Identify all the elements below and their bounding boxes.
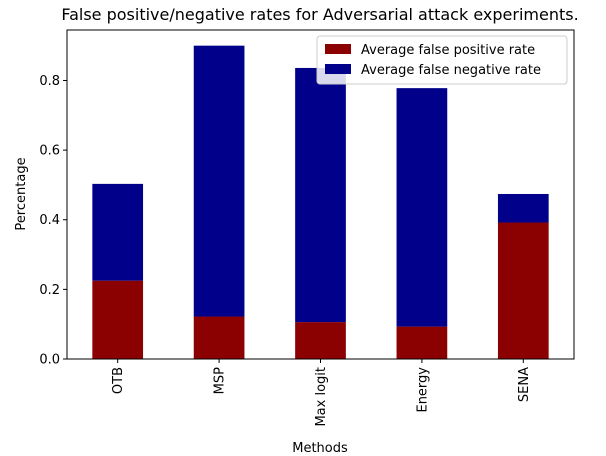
plot-frame [66, 29, 575, 360]
x-tick-label-otb: OTB [111, 367, 126, 394]
bars-group [92, 45, 549, 359]
chart-title: False positive/negative rates for Advers… [61, 5, 578, 24]
bar-energy-false-positive [396, 326, 448, 359]
x-tick-label-energy: Energy [415, 367, 430, 413]
bar-msp-false-positive [193, 316, 245, 359]
bar-sena-false-negative [497, 193, 549, 223]
y-tick-label: 0.6 [39, 144, 60, 159]
legend-swatch-average-false-negative-rate [325, 64, 351, 74]
bar-otb-false-positive [92, 280, 144, 359]
y-axis: 0.0 0.2 0.4 0.6 0.8 [39, 74, 67, 368]
x-axis: OTB MSP Max logit Energy SENA [111, 359, 532, 427]
x-tick-label-msp: MSP [213, 367, 228, 394]
bar-max-logit-false-negative [295, 67, 346, 323]
bar-max-logit-false-positive [295, 322, 346, 359]
legend-label-average-false-negative-rate: Average false negative rate [361, 63, 541, 78]
y-tick-label: 0.0 [39, 353, 60, 368]
legend-swatch-average-false-positive-rate [325, 44, 351, 54]
x-tick-label-sena: SENA [517, 367, 532, 402]
legend-box [316, 35, 568, 85]
y-tick-label: 0.4 [39, 213, 60, 228]
y-axis-label: Percentage [14, 157, 29, 230]
bar-sena-false-positive [497, 222, 549, 359]
y-tick-label: 0.2 [39, 283, 60, 298]
bar-otb-false-negative [92, 183, 144, 281]
bar-msp-false-negative [193, 45, 245, 317]
legend: Average false positive rate Average false… [316, 35, 568, 85]
y-tick-label: 0.8 [39, 74, 60, 89]
x-tick-label-max-logit: Max logit [314, 367, 329, 427]
legend-label-average-false-positive-rate: Average false positive rate [361, 43, 535, 58]
x-axis-label: Methods [292, 441, 348, 456]
bar-energy-false-negative [396, 88, 448, 327]
